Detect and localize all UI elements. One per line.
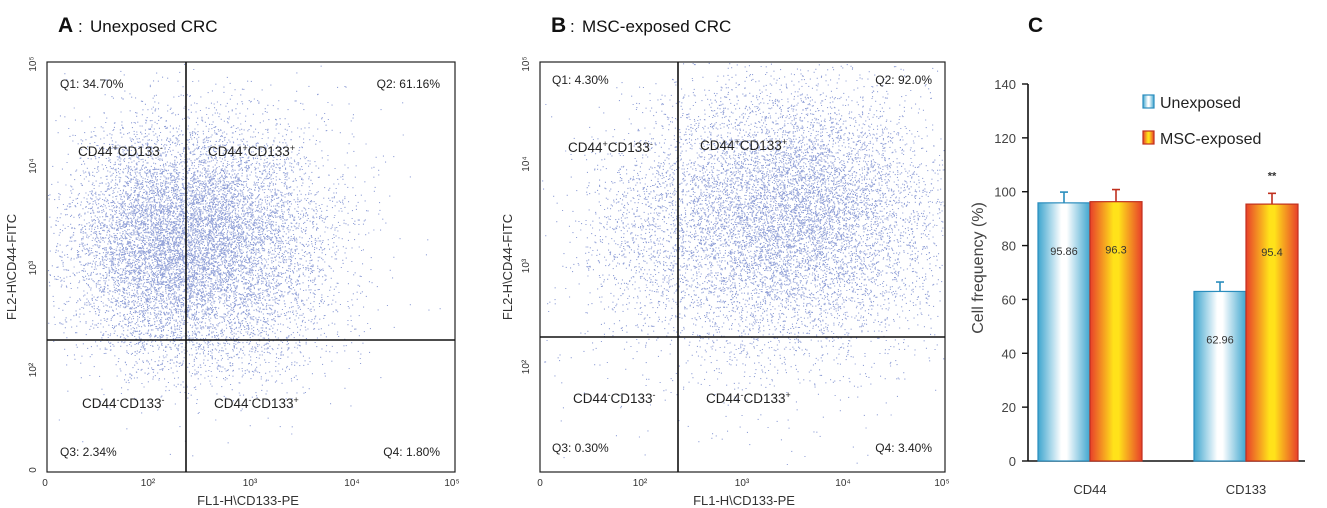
y-tick-label-c: 100 (994, 185, 1016, 200)
y-axis-label-b: FL2-H\CD44-FITC (500, 214, 515, 320)
y-tick-label-c: 80 (1002, 239, 1016, 254)
y-tick-a-1: 10² (28, 362, 39, 377)
bar-value-label: 95.86 (1050, 246, 1078, 258)
quadrant-a-q2: Q2: 61.16% (377, 77, 441, 91)
quadrant-b-q1: Q1: 4.30% (552, 73, 609, 87)
y-axis-label-a: FL2-H\CD44-FITC (4, 214, 19, 320)
quadrant-b-q4: Q4: 3.40% (875, 441, 932, 455)
x-tick-b-2: 10³ (735, 478, 750, 489)
quadrant-a-q1: Q1: 34.70% (60, 77, 124, 91)
y-ticks-c: 0 20 40 60 80 100 120 140 (994, 77, 1028, 469)
x-tick-a-1: 10² (141, 478, 156, 489)
x-tick-a-3: 10⁴ (344, 478, 359, 489)
bar-value-label: 96.3 (1105, 245, 1126, 257)
legend-label-msc-exposed: MSC-exposed (1160, 131, 1261, 148)
x-tick-b-1: 10² (633, 478, 648, 489)
x-tick-a-4: 10⁵ (444, 478, 459, 489)
bar-cd133-unexposed (1193, 290, 1247, 462)
plot-a-frame (46, 61, 456, 473)
x-tick-c-cd44: CD44 (1073, 482, 1106, 497)
population-b-br: CD44-CD133+ (706, 390, 791, 406)
y-tick-label-c: 40 (1002, 346, 1016, 361)
bar-cd133-msc-exposed (1245, 203, 1299, 462)
scatter-events-path (542, 62, 945, 466)
bar-value-label: 62.96 (1206, 334, 1234, 346)
scatter-a-events (48, 63, 441, 457)
bar-cd44-msc-exposed (1089, 201, 1143, 462)
y-tick-a-3: 10⁴ (28, 158, 39, 173)
y-tick-a-0: 0 (28, 467, 39, 473)
quadrant-b-q2: Q2: 92.0% (875, 73, 932, 87)
y-tick-b-1: 10³ (521, 258, 532, 273)
x-axis-label-a: FL1-H\CD133-PE (197, 493, 299, 508)
legend-swatch-msc-exposed (1142, 130, 1155, 145)
population-b-tl: CD44+CD133- (568, 139, 653, 155)
panel-c: C Cell frequency (%) 020406080100120140 … (970, 14, 1305, 497)
y-tick-b-0: 10² (521, 359, 532, 374)
y-tick-label-c: 120 (994, 131, 1016, 146)
y-tick-label-c: 140 (994, 77, 1016, 92)
x-tick-b-0: 0 (537, 478, 543, 489)
panel-a: A : Unexposed CRC Q1: 34.70% Q2: 61.16% … (4, 14, 460, 508)
y-tick-b-2: 10⁴ (521, 156, 532, 171)
bar-value-label: 95.4 (1261, 247, 1282, 259)
x-axis-label-b: FL1-H\CD133-PE (693, 493, 795, 508)
bars-c: 95.86 96.3 62.96 95.4 ** (1037, 170, 1299, 462)
population-a-bl: CD44-CD133- (82, 395, 165, 411)
quadrant-a-q4: Q4: 1.80% (383, 445, 440, 459)
population-b-tr: CD44+CD133+ (700, 137, 787, 153)
panel-a-colon: : (78, 17, 83, 36)
scatter-events-path (48, 63, 441, 457)
panel-a-title: Unexposed CRC (90, 17, 218, 36)
y-tick-a-4: 10⁵ (28, 56, 39, 71)
population-b-bl: CD44-CD133- (573, 390, 656, 406)
y-tick-label-c: 20 (1002, 400, 1016, 415)
panel-a-letter: A (58, 14, 73, 37)
panel-b-colon: : (570, 17, 575, 36)
x-tick-a-2: 10³ (243, 478, 258, 489)
panel-b-letter: B (551, 14, 566, 37)
y-tick-label-c: 60 (1002, 292, 1016, 307)
significance-marker: ** (1268, 170, 1277, 182)
legend-label-unexposed: Unexposed (1160, 95, 1241, 112)
y-tick-a-2: 10³ (28, 260, 39, 275)
quadrant-b-q3: Q3: 0.30% (552, 441, 609, 455)
legend-c: Unexposed MSC-exposed (1142, 94, 1261, 148)
panel-b-title: MSC-exposed CRC (582, 17, 731, 36)
population-a-tr: CD44+CD133+ (208, 143, 295, 159)
y-axis-label-c: Cell frequency (%) (970, 202, 987, 334)
panel-c-letter: C (1028, 14, 1043, 37)
population-a-tl: CD44+CD133- (78, 143, 163, 159)
population-a-br: CD44-CD133+ (214, 395, 299, 411)
bar-cd44-unexposed (1037, 202, 1091, 462)
x-tick-c-cd133: CD133 (1226, 482, 1266, 497)
legend-swatch-unexposed (1142, 94, 1155, 109)
x-tick-b-3: 10⁴ (835, 478, 850, 489)
x-tick-b-4: 10⁵ (934, 478, 949, 489)
plot-b-frame (539, 61, 946, 473)
quadrant-a-q3: Q3: 2.34% (60, 445, 117, 459)
x-tick-a-0: 0 (42, 478, 48, 489)
y-tick-label-c: 0 (1009, 454, 1016, 469)
scatter-b-events (542, 62, 945, 466)
y-tick-b-3: 10⁵ (521, 56, 532, 71)
panel-b: B : MSC-exposed CRC Q1: 4.30% Q2: 92.0% … (500, 14, 950, 508)
